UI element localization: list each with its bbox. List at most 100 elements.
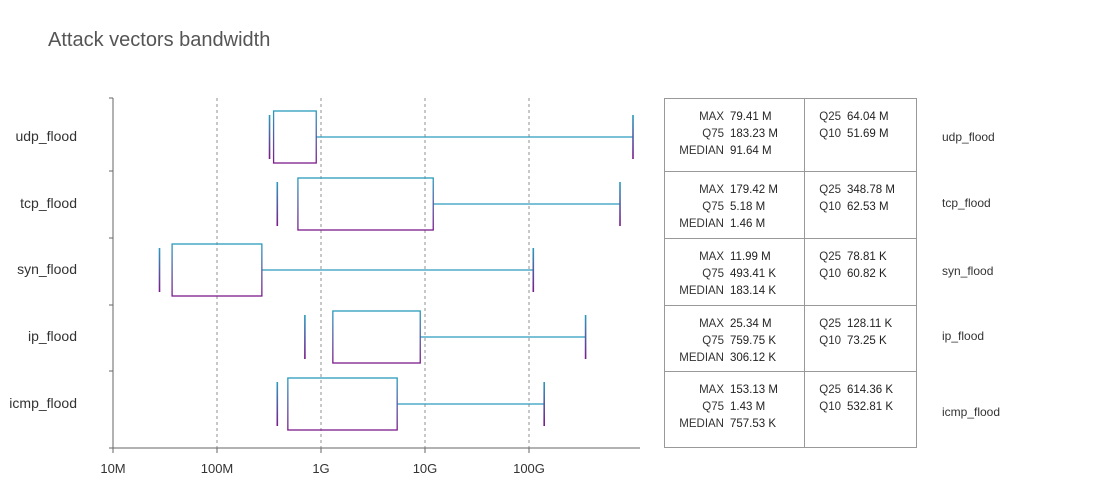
stats-table: MAX 79.41 M Q75 183.23 M MEDIAN 91.64 M Q25 64.… xyxy=(664,98,917,448)
whisker-cap-max xyxy=(543,382,545,426)
x-tick-label: 10M xyxy=(100,461,126,476)
box-iqr xyxy=(332,310,421,364)
stat-value: 757.53 K xyxy=(730,418,777,430)
box-iqr xyxy=(171,243,263,297)
y-category-label: udp_flood xyxy=(15,128,77,144)
stat-value: 64.04 M xyxy=(847,111,889,123)
x-tick-label: 1G xyxy=(312,461,330,476)
stat-value: 493.41 K xyxy=(730,268,777,280)
stat-value: 1.46 M xyxy=(730,218,766,230)
stat-key: Q75 xyxy=(702,128,724,140)
stat-q75: Q75 493.41 K xyxy=(675,268,776,280)
stat-q10: Q10 532.81 K xyxy=(817,401,893,413)
row-label-syn_flood: syn_flood xyxy=(942,264,994,278)
box-ip_flood xyxy=(304,310,587,364)
stat-value: 179.42 M xyxy=(730,184,778,196)
stat-q10: Q10 51.69 M xyxy=(817,128,889,140)
stat-value: 306.12 K xyxy=(730,352,777,364)
stat-key: Q25 xyxy=(819,251,841,263)
stat-value: 91.64 M xyxy=(730,145,772,157)
stats-row-syn_flood: MAX 11.99 M Q75 493.41 K MEDIAN 183.14 K Q25 78… xyxy=(665,239,916,306)
stat-key: MEDIAN xyxy=(679,352,724,364)
whisker-cap-min xyxy=(276,182,279,226)
stat-key: Q25 xyxy=(819,111,841,123)
stat-key: Q75 xyxy=(702,401,724,413)
stat-value: 79.41 M xyxy=(730,111,772,123)
stat-max: MAX 79.41 M xyxy=(675,111,772,123)
whisker-cap-max xyxy=(532,248,535,292)
stat-value: 759.75 K xyxy=(730,335,777,347)
whisker-cap-min xyxy=(304,315,306,359)
stat-q25: Q25 614.36 K xyxy=(817,384,893,396)
stat-key: Q25 xyxy=(819,384,841,396)
stat-key: MAX xyxy=(699,111,724,123)
whisker-cap-max xyxy=(584,315,587,359)
stat-q10: Q10 62.53 M xyxy=(817,201,888,213)
stat-q25: Q25 348.78 M xyxy=(817,184,895,196)
box-udp_flood xyxy=(268,110,634,164)
stat-key: Q75 xyxy=(702,268,724,280)
stats-row-ip_flood: MAX 25.34 M Q75 759.75 K MEDIAN 306.12 K Q25 12… xyxy=(665,306,916,372)
y-category-label: icmp_flood xyxy=(9,395,77,411)
box-syn_flood xyxy=(158,243,535,297)
stat-key: Q10 xyxy=(819,335,841,347)
stat-key: Q25 xyxy=(819,184,841,196)
row-label-icmp_flood: icmp_flood xyxy=(942,405,1001,419)
stat-key: Q75 xyxy=(702,201,724,213)
stat-median: MEDIAN 306.12 K xyxy=(675,352,776,364)
stats-row-tcp_flood: MAX 179.42 M Q75 5.18 M MEDIAN 1.46 M Q25 348.7… xyxy=(665,172,916,239)
stat-key: MEDIAN xyxy=(679,145,724,157)
whisker-cap-max xyxy=(619,182,621,226)
stat-key: Q25 xyxy=(819,318,841,330)
stat-value: 128.11 K xyxy=(847,318,893,330)
row-label-ip_flood: ip_flood xyxy=(942,329,985,343)
stat-max: MAX 11.99 M xyxy=(675,251,771,263)
boxplot-chart xyxy=(109,97,640,453)
stats-row-udp_flood: MAX 79.41 M Q75 183.23 M MEDIAN 91.64 M Q25 64.… xyxy=(665,99,916,172)
stat-key: MAX xyxy=(699,251,724,263)
box-iqr xyxy=(272,110,317,164)
stat-max: MAX 25.34 M xyxy=(675,318,772,330)
x-tick-label: 10G xyxy=(412,461,438,476)
y-category-label: tcp_flood xyxy=(20,195,77,211)
whisker-cap-min xyxy=(268,115,271,159)
stat-key: Q75 xyxy=(702,335,724,347)
stat-median: MEDIAN 1.46 M xyxy=(675,218,765,230)
stat-key: MEDIAN xyxy=(679,218,724,230)
stat-q10: Q10 60.82 K xyxy=(817,268,887,280)
stat-q75: Q75 1.43 M xyxy=(675,401,765,413)
stat-key: Q10 xyxy=(819,401,841,413)
stat-key: Q10 xyxy=(819,201,841,213)
stat-value: 183.14 K xyxy=(730,285,777,297)
whisker-cap-min xyxy=(276,382,279,426)
stat-median: MEDIAN 183.14 K xyxy=(675,285,776,297)
whisker-cap-min xyxy=(158,248,161,292)
stat-key: Q10 xyxy=(819,268,841,280)
stat-value: 153.13 M xyxy=(730,384,778,396)
box-iqr xyxy=(287,377,398,431)
stat-value: 11.99 M xyxy=(730,251,771,263)
stat-q25: Q25 128.11 K xyxy=(817,318,892,330)
stat-q75: Q75 183.23 M xyxy=(675,128,778,140)
stat-q25: Q25 78.81 K xyxy=(817,251,887,263)
row-label-udp_flood: udp_flood xyxy=(942,130,995,144)
box-tcp_flood xyxy=(276,177,621,231)
stat-max: MAX 179.42 M xyxy=(675,184,778,196)
stats-row-icmp_flood: MAX 153.13 M Q75 1.43 M MEDIAN 757.53 K Q25 614… xyxy=(665,372,916,449)
stat-key: MEDIAN xyxy=(679,418,724,430)
stat-value: 348.78 M xyxy=(847,184,895,196)
whisker-cap-max xyxy=(632,115,634,159)
stats-column-divider xyxy=(804,99,805,447)
stat-max: MAX 153.13 M xyxy=(675,384,778,396)
box-icmp_flood xyxy=(276,377,545,431)
x-tick-label: 100M xyxy=(200,461,234,476)
stat-value: 51.69 M xyxy=(847,128,889,140)
stat-value: 60.82 K xyxy=(847,268,887,280)
stat-value: 532.81 K xyxy=(847,401,894,413)
box-iqr xyxy=(297,177,434,231)
stat-value: 25.34 M xyxy=(730,318,772,330)
stat-value: 73.25 K xyxy=(847,335,887,347)
stat-value: 5.18 M xyxy=(730,201,766,213)
stat-value: 78.81 K xyxy=(847,251,887,263)
stat-key: MAX xyxy=(699,184,724,196)
